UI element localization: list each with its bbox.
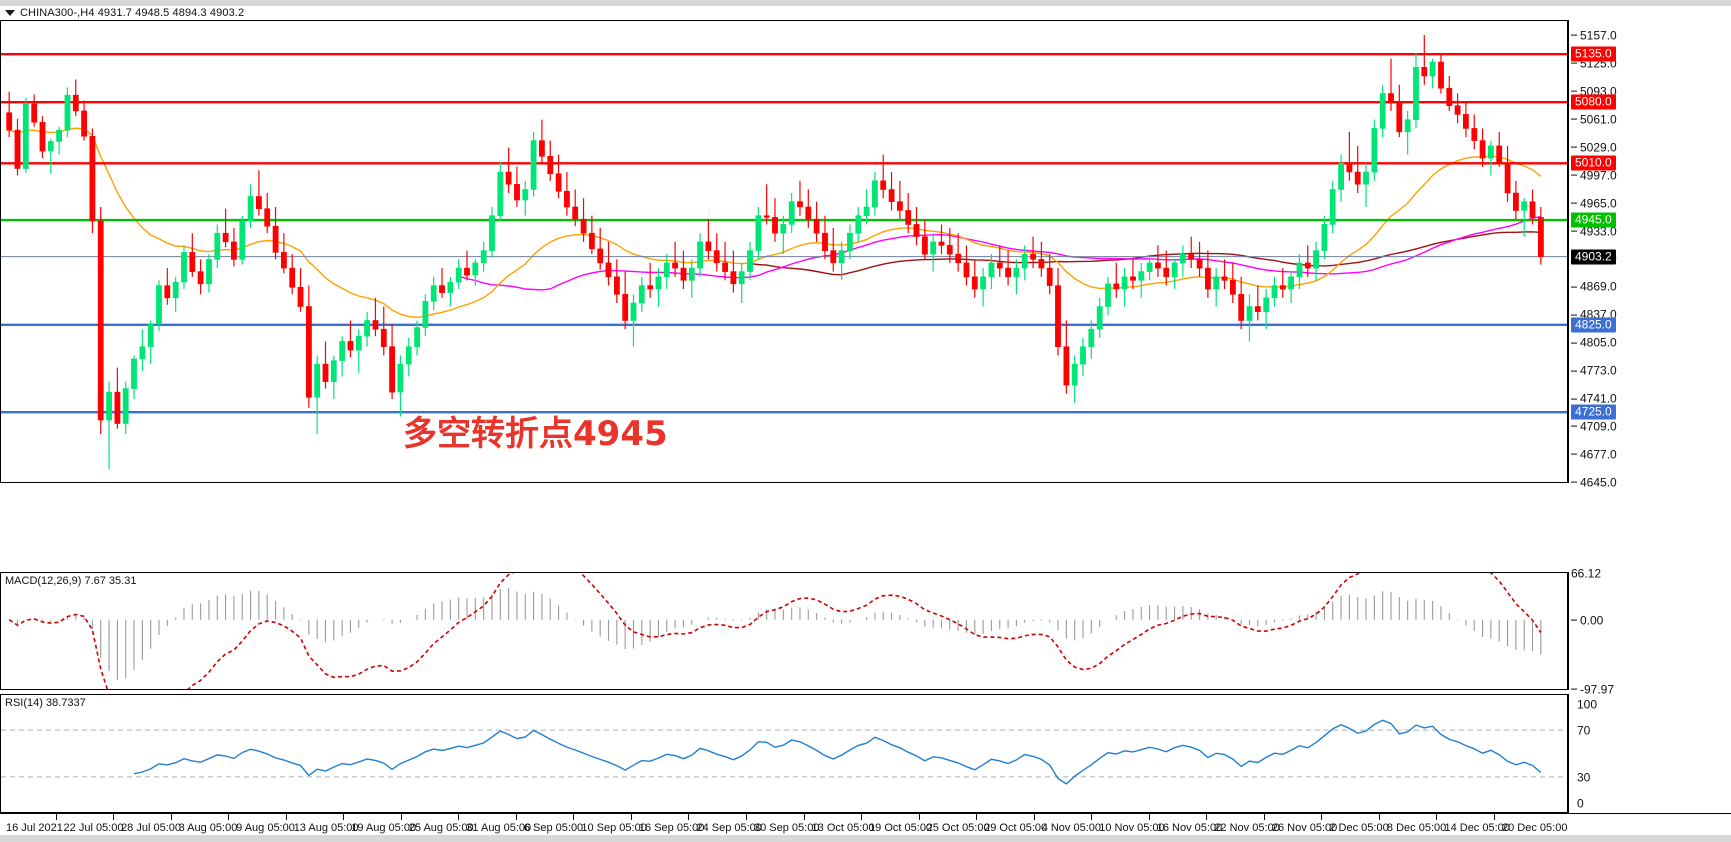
rsi-axis-tick: 100 [1577, 697, 1598, 712]
time-axis-separator [515, 814, 517, 820]
macd-pane[interactable]: MACD(12,26,9) 7.67 35.31 [0, 572, 1568, 690]
price-axis-tag-support: 4825.0 [1571, 317, 1616, 333]
price-axis-tick: 5157.0 [1569, 28, 1617, 42]
time-axis-label: 6 Sep 05:00 [523, 822, 584, 834]
time-axis-separator [343, 814, 345, 820]
time-axis-separator [918, 814, 920, 820]
macd-axis-tick: -97.97 [1569, 682, 1614, 696]
time-axis-separator [688, 814, 690, 820]
price-axis-tag-support: 4725.0 [1571, 404, 1616, 420]
price-axis-tick: 4997.0 [1569, 167, 1617, 182]
time-axis-label: 16 Nov 05:00 [1156, 822, 1223, 834]
time-axis-label: 13 Oct 05:00 [811, 822, 875, 834]
time-axis-separator [1148, 814, 1150, 820]
time-axis-label: 9 Aug 05:00 [236, 822, 295, 834]
time-axis-label: 24 Sep 05:00 [696, 822, 762, 834]
price-axis-tick: 5061.0 [1569, 111, 1617, 126]
rsi-canvas [1, 719, 1567, 785]
symbol-header: CHINA300-,H4 4931.7 4948.5 4894.3 4903.2 [0, 6, 1731, 20]
time-axis-separator [228, 814, 230, 820]
time-axis-label: 13 Aug 05:00 [293, 822, 359, 834]
price-axis-tick: 4645.0 [1569, 475, 1617, 489]
time-axis-label: 30 Sep 05:00 [754, 822, 820, 834]
price-axis-tick: 4709.0 [1569, 419, 1617, 434]
price-axis-tag-resistance: 5080.0 [1571, 94, 1616, 110]
time-axis-label: 19 Aug 05:00 [351, 822, 417, 834]
price-axis-tag-resistance: 5135.0 [1571, 46, 1616, 62]
time-axis-label: 25 Oct 05:00 [926, 822, 990, 834]
time-axis-separator [1378, 814, 1380, 820]
time-axis-separator [746, 814, 747, 820]
window-bottom-strip [0, 835, 1731, 842]
price-chart-pane[interactable]: 多空转折点4945 [0, 20, 1568, 483]
time-axis-label: 31 Aug 05:00 [466, 822, 532, 834]
macd-axis-tick: 0.00 [1569, 612, 1603, 627]
time-axis-separator [861, 814, 863, 820]
price-chart-canvas [1, 34, 1567, 469]
price-axis-tick: 4773.0 [1569, 363, 1617, 378]
time-axis-separator [1033, 814, 1035, 820]
time-axis-separator [976, 814, 978, 820]
time-axis-separator [400, 814, 402, 820]
time-axis-separator [1436, 814, 1438, 820]
rsi-pane[interactable]: RSI(14) 38.7337 [0, 694, 1568, 813]
triangle-down-icon[interactable] [5, 10, 15, 16]
time-axis-label: 10 Sep 05:00 [581, 822, 647, 834]
macd-axis: 66.12 0.00 -97.97 [1568, 566, 1731, 696]
time-axis-label: 4 Nov 05:00 [1041, 822, 1102, 834]
time-axis-separator [458, 814, 460, 820]
price-axis-tick: 4965.0 [1569, 195, 1617, 210]
time-axis-label: 10 Nov 05:00 [1099, 822, 1165, 834]
time-axis-label: 19 Oct 05:00 [869, 822, 933, 834]
time-axis-label: 16 Jul 2021 [6, 822, 63, 834]
rsi-axis-tick: 0 [1577, 796, 1584, 811]
rsi-axis-tick: 30 [1577, 770, 1591, 785]
time-axis-label: 8 Dec 05:00 [1386, 822, 1447, 834]
price-axis-tick: 4805.0 [1569, 335, 1617, 350]
time-axis-label: 29 Oct 05:00 [984, 822, 1048, 834]
price-axis-tick: 4869.0 [1569, 279, 1617, 294]
time-axis-separator [285, 814, 287, 820]
time-axis-label: 14 Dec 05:00 [1444, 822, 1510, 834]
time-axis-separator [630, 814, 632, 820]
time-axis-label: 25 Aug 05:00 [408, 822, 474, 834]
price-axis-tick: 4677.0 [1569, 447, 1617, 461]
time-axis-separator [55, 814, 57, 820]
price-axis-tick: 4741.0 [1569, 391, 1617, 406]
time-axis-label: 2 Dec 05:00 [1329, 822, 1389, 834]
time-axis-label: 22 Jul 05:00 [63, 822, 124, 834]
rsi-axis: 100 70 30 0 [1568, 694, 1731, 813]
time-axis-label: 20 Dec 05:00 [1502, 822, 1568, 834]
time-axis-label: 22 Nov 05:00 [1214, 822, 1280, 834]
rsi-axis-tick: 70 [1577, 723, 1591, 738]
symbol-ohlc-label: CHINA300-,H4 4931.7 4948.5 4894.3 4903.2 [20, 7, 245, 19]
price-axis-tag-pivot: 4945.0 [1571, 212, 1616, 228]
time-axis-separator [1494, 814, 1495, 820]
time-axis-separator [573, 814, 575, 820]
price-axis-tag-resistance: 5010.0 [1571, 155, 1616, 171]
rsi-label: RSI(14) 38.7337 [5, 697, 86, 709]
macd-label: MACD(12,26,9) 7.67 35.31 [5, 575, 137, 587]
time-axis-separator [1206, 814, 1208, 820]
time-axis-label: 28 Jul 05:00 [121, 822, 181, 834]
price-axis[interactable]: 5157.0 5125.0 5093.0 5061.0 5029.0 4997.0 4965… [1568, 20, 1731, 489]
time-axis-separator [170, 814, 172, 820]
time-axis-separator [803, 814, 805, 820]
time-axis-separator [1263, 814, 1265, 820]
time-axis-label: 16 Sep 05:00 [638, 822, 705, 834]
time-axis-separator [1321, 814, 1323, 820]
time-axis-label: 26 Nov 05:00 [1271, 822, 1338, 834]
price-axis-tick: 5029.0 [1569, 139, 1617, 154]
time-axis-separator [1091, 814, 1093, 820]
macd-axis-tick: 66.12 [1571, 566, 1602, 581]
macd-canvas [8, 573, 1542, 689]
price-axis-tag-last-price: 4903.2 [1571, 249, 1616, 265]
chart-annotation-text: 多空转折点4945 [403, 414, 668, 454]
time-axis-separator [113, 814, 115, 820]
time-axis-label: 3 Aug 05:00 [178, 822, 238, 834]
